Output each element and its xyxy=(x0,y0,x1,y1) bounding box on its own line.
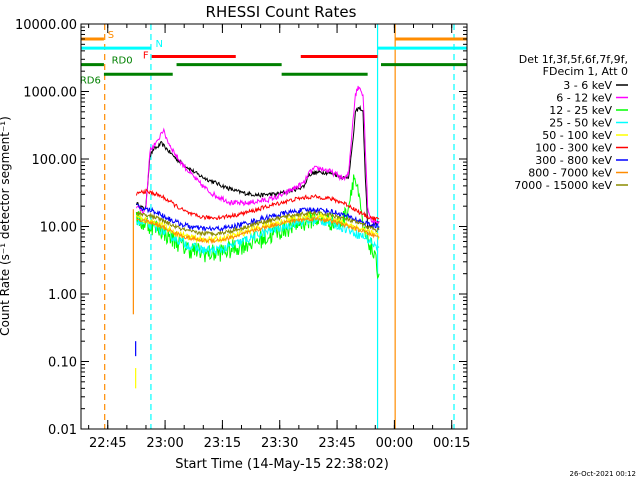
x-tick-label: 23:45 xyxy=(318,436,355,451)
legend-entry: 7000 - 15000 keV xyxy=(514,179,612,192)
y-tick-label: 0.01 xyxy=(48,423,77,438)
x-tick-label: 23:15 xyxy=(204,436,241,451)
legend-entry: 100 - 300 keV xyxy=(535,142,612,155)
y-tick-label: 10000.00 xyxy=(15,18,77,33)
legend-entry: 6 - 12 keV xyxy=(556,92,612,105)
x-axis-label: Start Time (14-May-15 22:38:02) xyxy=(175,457,389,472)
y-tick-label: 10.00 xyxy=(40,221,77,236)
series-lines xyxy=(132,85,380,389)
y-axis: 10000.00 1000.00 100.00 10.00 1.00 0.10 0.01 xyxy=(15,18,467,438)
x-tick-label: 00:00 xyxy=(376,436,413,451)
series-line xyxy=(136,216,380,245)
legend-entry: 12 - 25 keV xyxy=(549,104,612,117)
legend-entry: 300 - 800 keV xyxy=(535,154,612,167)
x-tick-label: 00:15 xyxy=(433,436,470,451)
x-tick-label: 22:45 xyxy=(89,436,126,451)
flag-label: F xyxy=(143,51,149,62)
legend-entry: 50 - 100 keV xyxy=(542,129,612,142)
series-line xyxy=(136,209,380,237)
y-tick-label: 1000.00 xyxy=(23,86,77,101)
y-axis-label: Count Rate (s⁻¹ detector segment⁻¹) xyxy=(0,116,12,336)
flag-label: RD6 xyxy=(80,75,101,86)
flag-label: RD0 xyxy=(112,56,133,67)
plot-area: S NF RD0 RD6 xyxy=(80,24,467,429)
series-line xyxy=(135,188,380,221)
chart-title: RHESSI Count Rates xyxy=(206,3,357,21)
timestamp-annotation: 26-Oct-2021 00:12 xyxy=(570,470,636,478)
legend: Det 1f,3f,5f,6f,7f,9f,FDecim 1, Att 03 -… xyxy=(514,53,628,192)
legend-entry: 25 - 50 keV xyxy=(549,117,612,130)
legend-entry: 3 - 6 keV xyxy=(563,79,612,92)
y-tick-label: 1.00 xyxy=(48,288,77,303)
x-tick-label: 23:00 xyxy=(146,436,183,451)
legend-entry: 800 - 7000 keV xyxy=(528,167,612,180)
flag-label: N xyxy=(156,39,163,50)
legend-header: FDecim 1, Att 0 xyxy=(543,65,628,78)
y-tick-label: 0.10 xyxy=(48,356,77,371)
flag-label: S xyxy=(108,30,114,41)
x-axis: 22:45 23:00 23:15 23:30 23:45 00:00 00:15 xyxy=(88,24,470,451)
legend-header: Det 1f,3f,5f,6f,7f,9f, xyxy=(519,53,628,66)
flag-bars: S NF RD0 RD6 xyxy=(80,30,467,86)
y-tick-label: 100.00 xyxy=(32,153,78,168)
series-line xyxy=(135,85,380,226)
series-line xyxy=(135,216,380,256)
x-tick-label: 23:30 xyxy=(261,436,298,451)
